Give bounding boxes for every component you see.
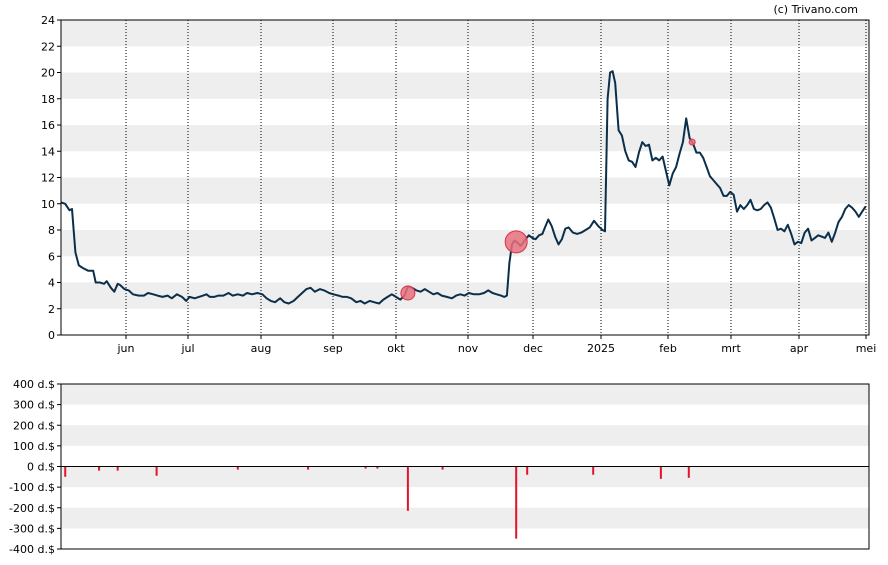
price-y-tick-label: 8 xyxy=(48,224,55,237)
trade-marker xyxy=(504,230,528,254)
price-x-tick-label: mrt xyxy=(721,342,741,355)
volume-bar xyxy=(406,466,409,511)
price-y-tick-label: 16 xyxy=(41,119,55,132)
price-x-tick-label: 2025 xyxy=(587,342,615,355)
volume-bar xyxy=(659,466,662,479)
volume-y-tick-label: 100 d.$ xyxy=(13,440,55,453)
price-x-tick-label: aug xyxy=(251,342,272,355)
volume-bar xyxy=(64,466,67,477)
price-x-tick-label: sep xyxy=(323,342,342,355)
price-y-tick-label: 2 xyxy=(48,303,55,316)
price-y-tick-label: 12 xyxy=(41,172,55,185)
price-x-tick-label: jun xyxy=(117,342,135,355)
volume-chart-frame xyxy=(60,383,870,550)
volume-chart-panel: 400 d.$ 300 d.$ 200 d.$ 100 d.$ 0 d.$ -100 d.… xyxy=(9,378,870,556)
price-x-tick-label: mei xyxy=(856,342,877,355)
price-y-tick-label: 10 xyxy=(41,198,55,211)
volume-bar xyxy=(376,466,379,469)
volume-y-tick-label: 400 d.$ xyxy=(13,378,55,391)
price-chart-frame xyxy=(60,19,870,336)
volume-bar xyxy=(526,466,529,475)
volume-bar xyxy=(364,466,367,469)
price-grid-band xyxy=(61,177,869,204)
volume-grid-band xyxy=(61,384,869,405)
price-x-tick-label: feb xyxy=(659,342,677,355)
volume-y-tick-label: 300 d.$ xyxy=(13,399,55,412)
price-x-tick-label: okt xyxy=(387,342,405,355)
credit-text: (c) Trivano.com xyxy=(773,3,858,16)
price-y-tick-label: 24 xyxy=(41,14,55,27)
volume-grid-band xyxy=(61,466,869,488)
price-y-tick-label: 22 xyxy=(41,40,55,53)
price-grid-band xyxy=(61,20,869,47)
volume-y-tick-label: -400 d.$ xyxy=(9,543,55,556)
price-x-tick-label: apr xyxy=(790,342,809,355)
volume-bar xyxy=(98,466,101,471)
price-y-tick-label: 0 xyxy=(48,329,55,342)
price-x-tick-label: jul xyxy=(180,342,194,355)
volume-y-tick-label: 0 d.$ xyxy=(27,461,55,474)
price-grid-band xyxy=(61,72,869,99)
volume-y-tick-label: 200 d.$ xyxy=(13,419,55,432)
price-grid-band xyxy=(61,125,869,152)
volume-y-tick-label: -300 d.$ xyxy=(9,522,55,535)
price-y-tick-label: 14 xyxy=(41,145,55,158)
volume-bar xyxy=(155,466,158,476)
price-grid-band xyxy=(61,230,869,257)
price-y-tick-label: 18 xyxy=(41,93,55,106)
price-x-tick-label: nov xyxy=(458,342,479,355)
volume-bar xyxy=(441,466,444,470)
volume-bar xyxy=(687,466,690,478)
trade-marker xyxy=(400,285,416,301)
price-y-tick-label: 6 xyxy=(48,250,55,263)
trade-marker xyxy=(688,138,696,146)
volume-bar xyxy=(116,466,119,471)
volume-bar xyxy=(592,466,595,475)
volume-grid-band xyxy=(61,425,869,446)
price-y-tick-label: 4 xyxy=(48,277,55,290)
price-y-tick-label: 20 xyxy=(41,67,55,80)
volume-y-tick-label: -100 d.$ xyxy=(9,481,55,494)
volume-bar xyxy=(236,466,239,470)
volume-y-tick-label: -200 d.$ xyxy=(9,502,55,515)
volume-bar xyxy=(515,466,518,539)
volume-bar xyxy=(307,466,310,470)
volume-grid-band xyxy=(61,507,869,529)
price-x-tick-label: dec xyxy=(523,342,543,355)
